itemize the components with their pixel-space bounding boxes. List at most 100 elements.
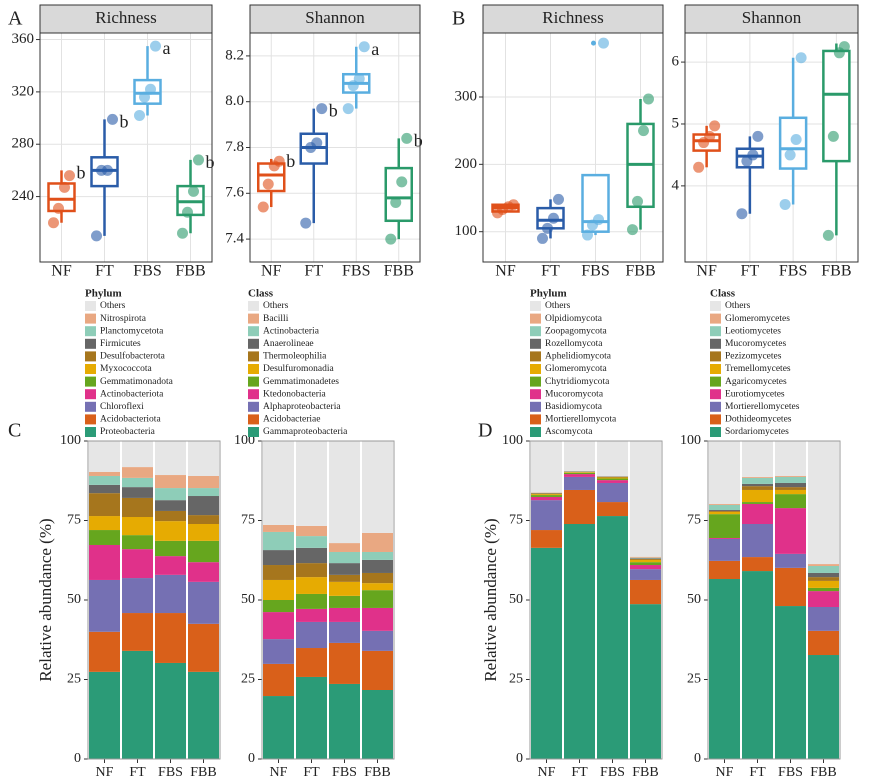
bar-segment bbox=[362, 441, 393, 533]
legend-swatch bbox=[248, 351, 259, 362]
bar-segment bbox=[122, 487, 153, 498]
y-tick-label: 50 bbox=[687, 592, 701, 607]
bar-segment bbox=[155, 510, 186, 522]
y-tick-label: 25 bbox=[509, 672, 523, 687]
bar-segment bbox=[122, 477, 153, 488]
legend-label: Eurotiomycetes bbox=[725, 389, 785, 399]
point bbox=[553, 193, 564, 205]
legend-label: Actinobacteria bbox=[263, 326, 320, 336]
y-axis-label: Relative abundance (%) bbox=[36, 518, 55, 681]
plot-border bbox=[684, 32, 859, 263]
x-tick-label: FBS bbox=[581, 263, 609, 280]
bar-segment bbox=[597, 516, 628, 759]
sig-letter: b bbox=[120, 111, 129, 131]
bar-segment bbox=[775, 476, 806, 483]
legend-title: Class bbox=[248, 288, 274, 300]
bar-segment bbox=[263, 579, 294, 600]
bar-segment bbox=[89, 671, 120, 759]
point bbox=[508, 199, 519, 211]
legend-label: Actinobacteriota bbox=[100, 389, 164, 399]
box bbox=[822, 49, 851, 163]
bar-segment bbox=[89, 530, 120, 545]
sig-letter: b bbox=[286, 151, 295, 171]
x-tick-label: FBB bbox=[384, 263, 414, 280]
bar-segment bbox=[709, 510, 740, 511]
bar-segment bbox=[89, 441, 120, 472]
bar-segment bbox=[155, 556, 186, 575]
point bbox=[353, 73, 365, 85]
bar-segment bbox=[188, 475, 219, 489]
bar-segment bbox=[808, 655, 839, 759]
bar-segment bbox=[188, 496, 219, 516]
point bbox=[316, 103, 328, 115]
strip bbox=[39, 4, 213, 34]
bar-segment bbox=[155, 574, 186, 614]
panel-label: C bbox=[8, 420, 21, 442]
strip-title: Richness bbox=[542, 8, 603, 27]
bar-segment bbox=[709, 511, 740, 515]
outlier bbox=[591, 40, 596, 46]
bar-segment bbox=[808, 572, 839, 578]
bar-segment bbox=[89, 493, 120, 517]
bar-segment bbox=[630, 441, 661, 557]
legend-label: Ascomycota bbox=[545, 427, 593, 437]
legend-swatch bbox=[710, 338, 721, 349]
bar-segment bbox=[630, 569, 661, 580]
x-tick-label: NF bbox=[96, 765, 114, 780]
legend-label: Desulfobacterota bbox=[100, 351, 166, 362]
bar-segment bbox=[188, 671, 219, 759]
legend-label: Thermoleophilia bbox=[263, 352, 327, 362]
point bbox=[790, 133, 802, 145]
legend-title: Class bbox=[710, 288, 736, 300]
legend-swatch bbox=[248, 301, 259, 311]
bar-segment bbox=[775, 489, 806, 495]
point bbox=[385, 233, 397, 245]
x-tick-label: FT bbox=[749, 765, 766, 780]
bar-segment bbox=[329, 595, 360, 608]
point bbox=[784, 149, 796, 161]
y-tick-label: 7.6 bbox=[225, 185, 244, 201]
y-tick-label: 75 bbox=[241, 513, 255, 528]
bar-segment bbox=[742, 502, 773, 504]
legend-swatch bbox=[248, 401, 259, 412]
bar-segment bbox=[808, 564, 839, 566]
legend-label: Acidobacteriota bbox=[100, 415, 161, 425]
y-tick-label: 360 bbox=[12, 31, 35, 47]
bar-segment bbox=[188, 523, 219, 541]
plot-border bbox=[482, 32, 664, 263]
strip-title: Shannon bbox=[742, 8, 802, 27]
sig-letter: b bbox=[206, 152, 215, 172]
bar-segment bbox=[263, 531, 294, 551]
bar-segment bbox=[630, 579, 661, 605]
bar-segment bbox=[329, 563, 360, 575]
x-tick-label: NF bbox=[696, 263, 717, 280]
bar-segment bbox=[564, 474, 595, 477]
bar-segment bbox=[362, 590, 393, 608]
bar-segment bbox=[564, 523, 595, 759]
bar-segment bbox=[296, 621, 327, 649]
point bbox=[145, 83, 156, 95]
bar-segment bbox=[155, 475, 186, 489]
legend-swatch bbox=[85, 414, 96, 425]
legend-swatch bbox=[248, 326, 259, 337]
bar-segment bbox=[263, 565, 294, 580]
legend-label: Myxococcota bbox=[100, 364, 152, 374]
bar-segment bbox=[362, 607, 393, 631]
bar-segment bbox=[531, 496, 562, 501]
bar-segment bbox=[329, 441, 360, 544]
point bbox=[693, 161, 705, 173]
strip bbox=[249, 4, 421, 34]
bar-segment bbox=[188, 540, 219, 563]
bar-segment bbox=[531, 494, 562, 496]
bar-segment bbox=[89, 471, 120, 476]
bar-segment bbox=[296, 648, 327, 677]
bar-segment bbox=[296, 676, 327, 759]
x-tick-label: FBB bbox=[821, 263, 851, 280]
panel-label: B bbox=[452, 8, 465, 30]
bar-segment bbox=[742, 503, 773, 524]
legend-label: Desulfuromonadia bbox=[263, 363, 334, 374]
point bbox=[311, 137, 323, 149]
bar-segment bbox=[122, 441, 153, 468]
point bbox=[257, 201, 269, 213]
x-tick-label: FBS bbox=[342, 263, 370, 280]
